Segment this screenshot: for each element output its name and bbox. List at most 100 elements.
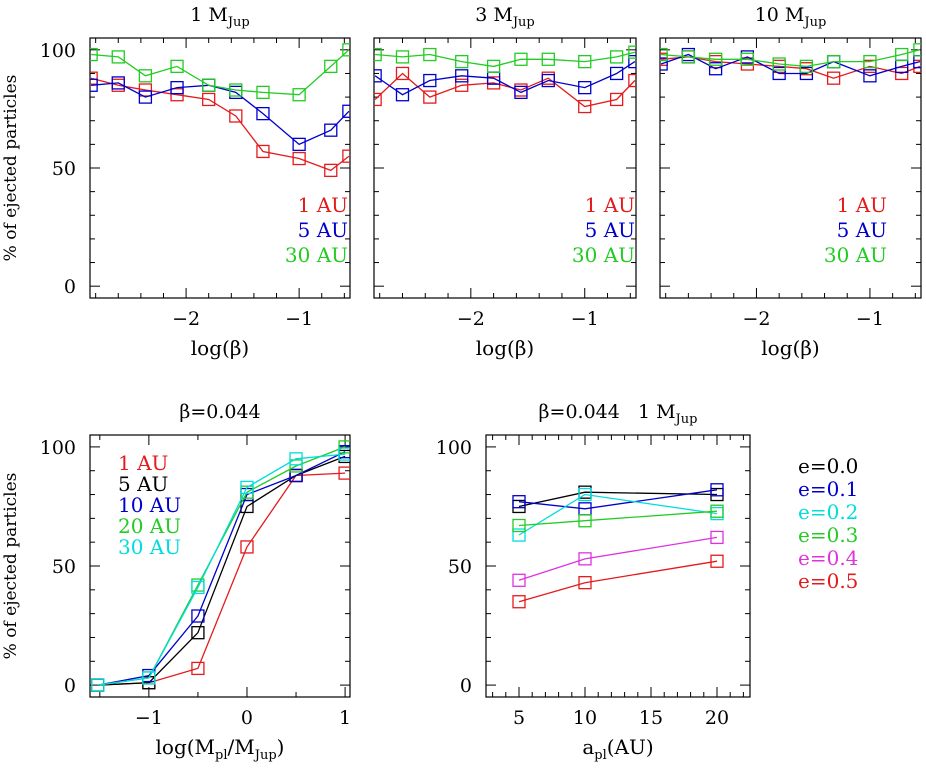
panel-title-main: β=0.044	[179, 401, 260, 423]
data-point	[395, 66, 410, 81]
data-point	[202, 92, 216, 107]
data-point	[799, 66, 814, 81]
data-point	[240, 480, 254, 495]
series-30-au	[374, 45, 636, 74]
panel-title: 3 MJup	[475, 4, 535, 30]
x-tick-label: −2	[172, 308, 200, 330]
legend-entry: 5 AU	[837, 218, 887, 242]
data-point	[289, 459, 303, 473]
data-point	[292, 151, 306, 166]
panel-title: β=0.044 1 MJup	[539, 401, 698, 427]
data-point	[374, 47, 382, 62]
series-line	[518, 560, 718, 603]
legend-entry: e=0.2	[798, 500, 858, 524]
data-point	[324, 163, 338, 178]
data-point	[512, 495, 526, 509]
data-point	[342, 104, 350, 118]
data-point	[578, 514, 592, 528]
data-point	[455, 78, 469, 92]
data-point	[740, 52, 755, 66]
series-e-0-4	[512, 530, 724, 587]
x-axis-label-mid: /M	[228, 735, 255, 759]
series-line	[661, 49, 921, 68]
legend-entry: e=0.5	[798, 569, 858, 593]
data-point	[863, 69, 877, 83]
data-point	[338, 466, 350, 480]
data-point	[324, 59, 338, 74]
series-30-au	[91, 447, 350, 692]
series-line	[374, 72, 636, 108]
data-point	[826, 71, 841, 85]
y-tick-label: 100	[40, 40, 76, 62]
x-axis-label-main: log(M	[156, 735, 216, 759]
y-tick-label: 0	[64, 675, 76, 697]
data-point	[423, 73, 437, 88]
x-axis-label-main: log(β)	[476, 336, 534, 360]
panel-title-main: 10 M	[755, 4, 805, 26]
data-point	[895, 66, 909, 81]
series-line	[518, 491, 718, 508]
x-tick-label: −1	[571, 308, 599, 330]
y-tick-label: 100	[40, 437, 76, 459]
y-axis-label: % of ejected particles	[1, 75, 21, 262]
y-tick-label: 50	[52, 556, 76, 578]
data-point	[578, 576, 592, 590]
series-5-au	[90, 76, 350, 152]
x-axis-label: log(β)	[761, 336, 819, 360]
data-point	[395, 50, 410, 64]
data-point	[512, 528, 526, 542]
data-point	[191, 609, 205, 623]
series-line	[91, 82, 350, 146]
panel-title-sub: Jup	[511, 15, 535, 30]
legend-entry: 10 AU	[118, 493, 181, 517]
data-point	[609, 92, 624, 107]
data-point	[609, 66, 624, 81]
panel-title-main: 3 M	[475, 4, 513, 26]
data-point	[142, 671, 156, 685]
legend-entry: 20 AU	[118, 514, 181, 538]
series-line	[660, 53, 921, 77]
x-axis-label-sub: Jup	[253, 748, 277, 763]
data-point	[486, 59, 501, 74]
x-tick-label: −2	[742, 308, 770, 330]
data-point	[170, 59, 184, 74]
x-axis-label-main: a	[582, 735, 594, 759]
series-line	[97, 451, 346, 686]
data-point	[229, 109, 243, 123]
x-axis-label-sub: pl	[594, 748, 606, 763]
x-axis-label: log(β)	[476, 336, 534, 360]
series-line	[90, 77, 350, 172]
legend-entry: 30 AU	[118, 535, 181, 559]
data-point	[91, 678, 105, 692]
data-point	[708, 52, 723, 66]
data-point	[423, 47, 437, 62]
data-point	[578, 552, 592, 566]
data-point	[191, 626, 205, 640]
data-point	[578, 99, 592, 114]
data-point	[374, 69, 382, 83]
data-point	[541, 73, 555, 88]
data-point	[514, 85, 528, 100]
series-30-au	[660, 43, 921, 74]
series-line	[91, 49, 350, 96]
data-point	[342, 43, 350, 57]
data-point	[111, 50, 125, 64]
series-line	[518, 536, 718, 581]
legend-entry: 1 AU	[585, 193, 635, 217]
series-e-0-5	[512, 554, 724, 609]
legend-entry: e=0.1	[798, 477, 858, 501]
legend-entry: 30 AU	[285, 243, 348, 267]
series-line	[518, 510, 718, 527]
panel-title-main: 1 M	[190, 4, 228, 26]
legend: e=0.0e=0.1e=0.2e=0.3e=0.4e=0.5	[798, 454, 858, 593]
series-5-au	[374, 54, 636, 102]
data-point	[578, 80, 592, 95]
data-point	[628, 54, 636, 69]
data-point	[289, 468, 303, 483]
legend-entry: 5 AU	[298, 218, 348, 242]
data-point	[90, 47, 98, 62]
